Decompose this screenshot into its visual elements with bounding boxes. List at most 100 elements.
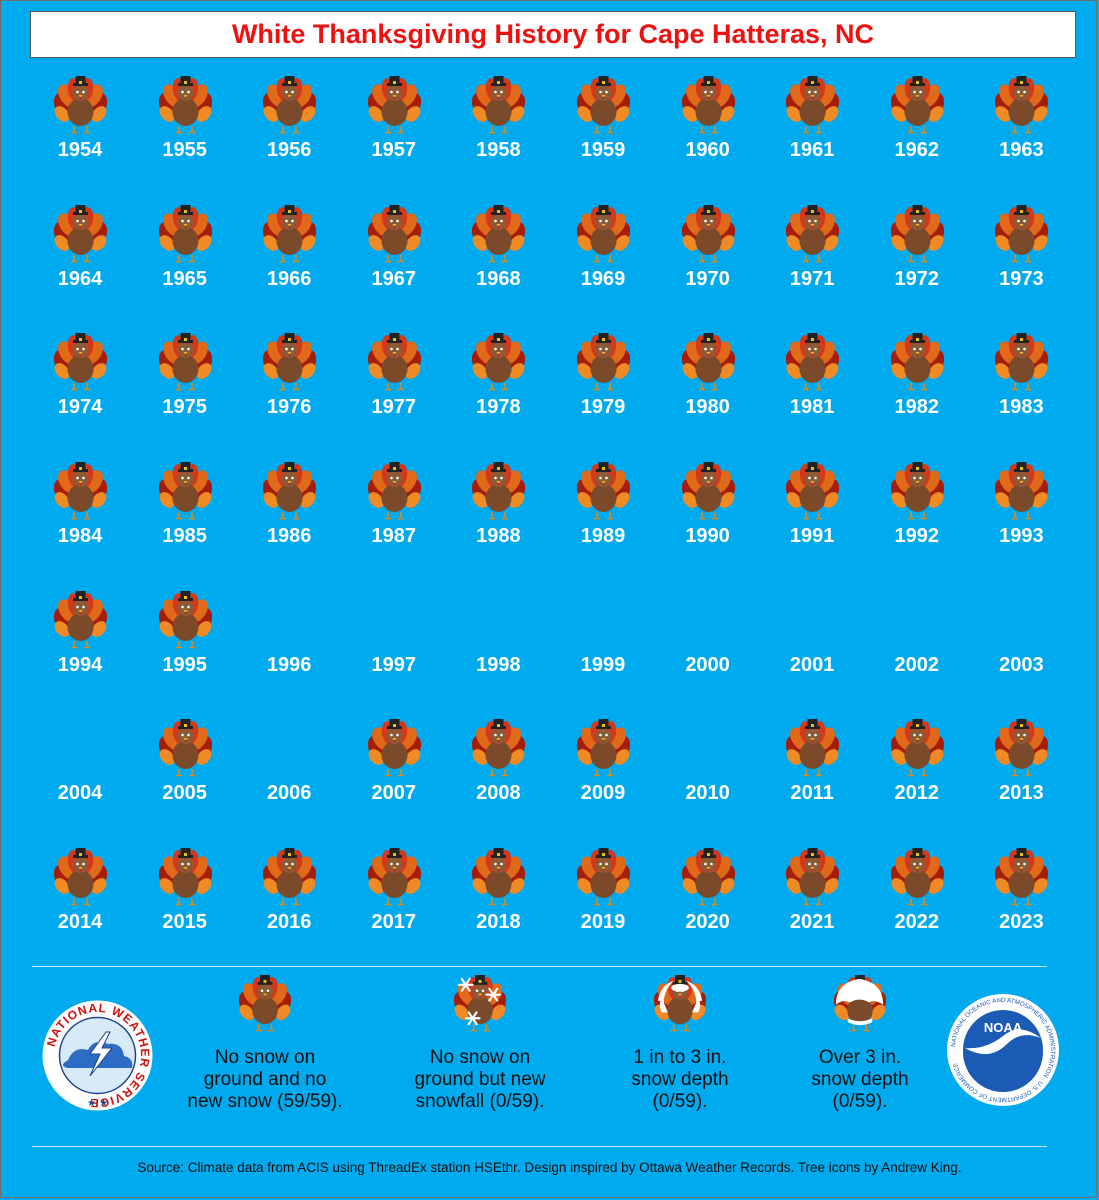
turkey-icon [995,719,1048,778]
year-label: 1968 [476,267,521,290]
turkey-icon [472,848,525,907]
year-label: 1978 [476,396,521,419]
year-cell: 2012 [865,711,970,840]
year-cell: 2009 [551,711,656,840]
turkey-icon [891,848,944,907]
year-cell: 1955 [133,68,238,197]
turkey-icon [159,591,212,650]
year-cell: 1959 [551,68,656,197]
turkey-icon [159,205,212,264]
turkey-snowflake-icon [453,975,507,1033]
year-cell: 2021 [760,840,865,969]
year-cell: 1980 [656,325,761,454]
svg-text:★ ★: ★ ★ [87,1098,108,1109]
turkey-icon [995,462,1048,521]
turkey-icon [54,333,107,392]
legend-divider-top [32,966,1047,967]
year-label: 2004 [57,782,103,805]
turkey-icon [577,205,630,264]
year-label: 1973 [999,267,1044,290]
year-cell: 1996 [237,583,342,712]
year-cell: 2006 [237,711,342,840]
year-cell: 1962 [865,68,970,197]
year-label: 1963 [999,139,1044,161]
turkey-icon [263,76,316,135]
year-label: 1969 [580,267,626,290]
year-label: 1971 [789,267,835,290]
turkey-icon [891,76,944,135]
year-cell: 1965 [133,197,238,326]
year-label: 1981 [789,396,835,419]
year-label: 1974 [57,396,103,419]
year-cell: 1989 [551,454,656,583]
nws-logo: NATIONAL WEATHER SERVICE ★ ★ [42,1000,153,1111]
year-cell: 2010 [656,711,761,840]
year-cell: 1954 [28,68,133,197]
year-label: 1980 [685,396,730,419]
snow-covered-turkey-icon [833,975,887,1033]
year-label: 1984 [57,525,103,548]
year-cell: 1969 [551,197,656,326]
year-cell: 1995 [133,583,238,712]
year-label: 1961 [789,139,835,161]
year-cell: 2011 [760,711,865,840]
year-cell: 1977 [342,325,447,454]
turkey-icon [682,76,735,135]
year-label: 2019 [580,911,626,934]
year-cell: 1982 [865,325,970,454]
year-cell: 1966 [237,197,342,326]
year-label: 1997 [371,653,417,676]
year-label: 1983 [999,396,1044,419]
year-cell: 2013 [969,711,1074,840]
year-label: 1979 [580,396,626,419]
year-cell: 1978 [446,325,551,454]
year-label: 1977 [371,396,417,419]
year-cell: 1983 [969,325,1074,454]
year-cell: 1967 [342,197,447,326]
snowy-turkey-icon [653,975,707,1033]
year-label: 1964 [57,267,103,290]
turkey-icon [995,848,1048,907]
year-cell: 1972 [865,197,970,326]
year-label: 1999 [580,653,626,676]
year-cell: 2018 [446,840,551,969]
year-label: 1958 [476,139,521,161]
year-label: 1994 [57,653,103,676]
turkey-icon [263,848,316,907]
year-label: 2006 [266,782,312,805]
turkey-icon [891,719,944,778]
turkey-icon [368,333,421,392]
year-cell: 1990 [656,454,761,583]
year-cell: 1987 [342,454,447,583]
turkey-icon [891,333,944,392]
year-cell: 1992 [865,454,970,583]
year-label: 2012 [894,782,940,805]
year-label: 2023 [999,911,1044,934]
legend-item-1-3-in: 1 in to 3 in. snow depth (0/59). [590,975,770,1113]
turkey-icon [263,205,316,264]
turkey-icon [159,719,212,778]
turkey-icon [368,205,421,264]
year-label: 2017 [371,911,417,934]
year-label: 1972 [894,267,940,290]
year-label: 1965 [162,267,207,290]
turkey-icon [368,848,421,907]
year-label: 1956 [266,139,312,161]
turkey-icon [577,462,630,521]
year-cell: 1984 [28,454,133,583]
turkey-icon [54,591,107,650]
turkey-icon [54,848,107,907]
turkey-icon [54,462,107,521]
legend-label: No snow on ground but new snowfall (0/59… [414,1047,546,1112]
year-cell: 1961 [760,68,865,197]
turkey-icon [54,76,107,135]
turkey-icon [682,205,735,264]
year-label: 2009 [580,782,626,805]
year-label: 2001 [789,653,835,676]
year-cell: 1970 [656,197,761,326]
year-cell: 2016 [237,840,342,969]
legend: No snow on ground and no new snow (59/59… [0,975,1099,1145]
year-cell: 2008 [446,711,551,840]
year-label: 1976 [266,396,312,419]
year-label: 1990 [685,525,730,548]
